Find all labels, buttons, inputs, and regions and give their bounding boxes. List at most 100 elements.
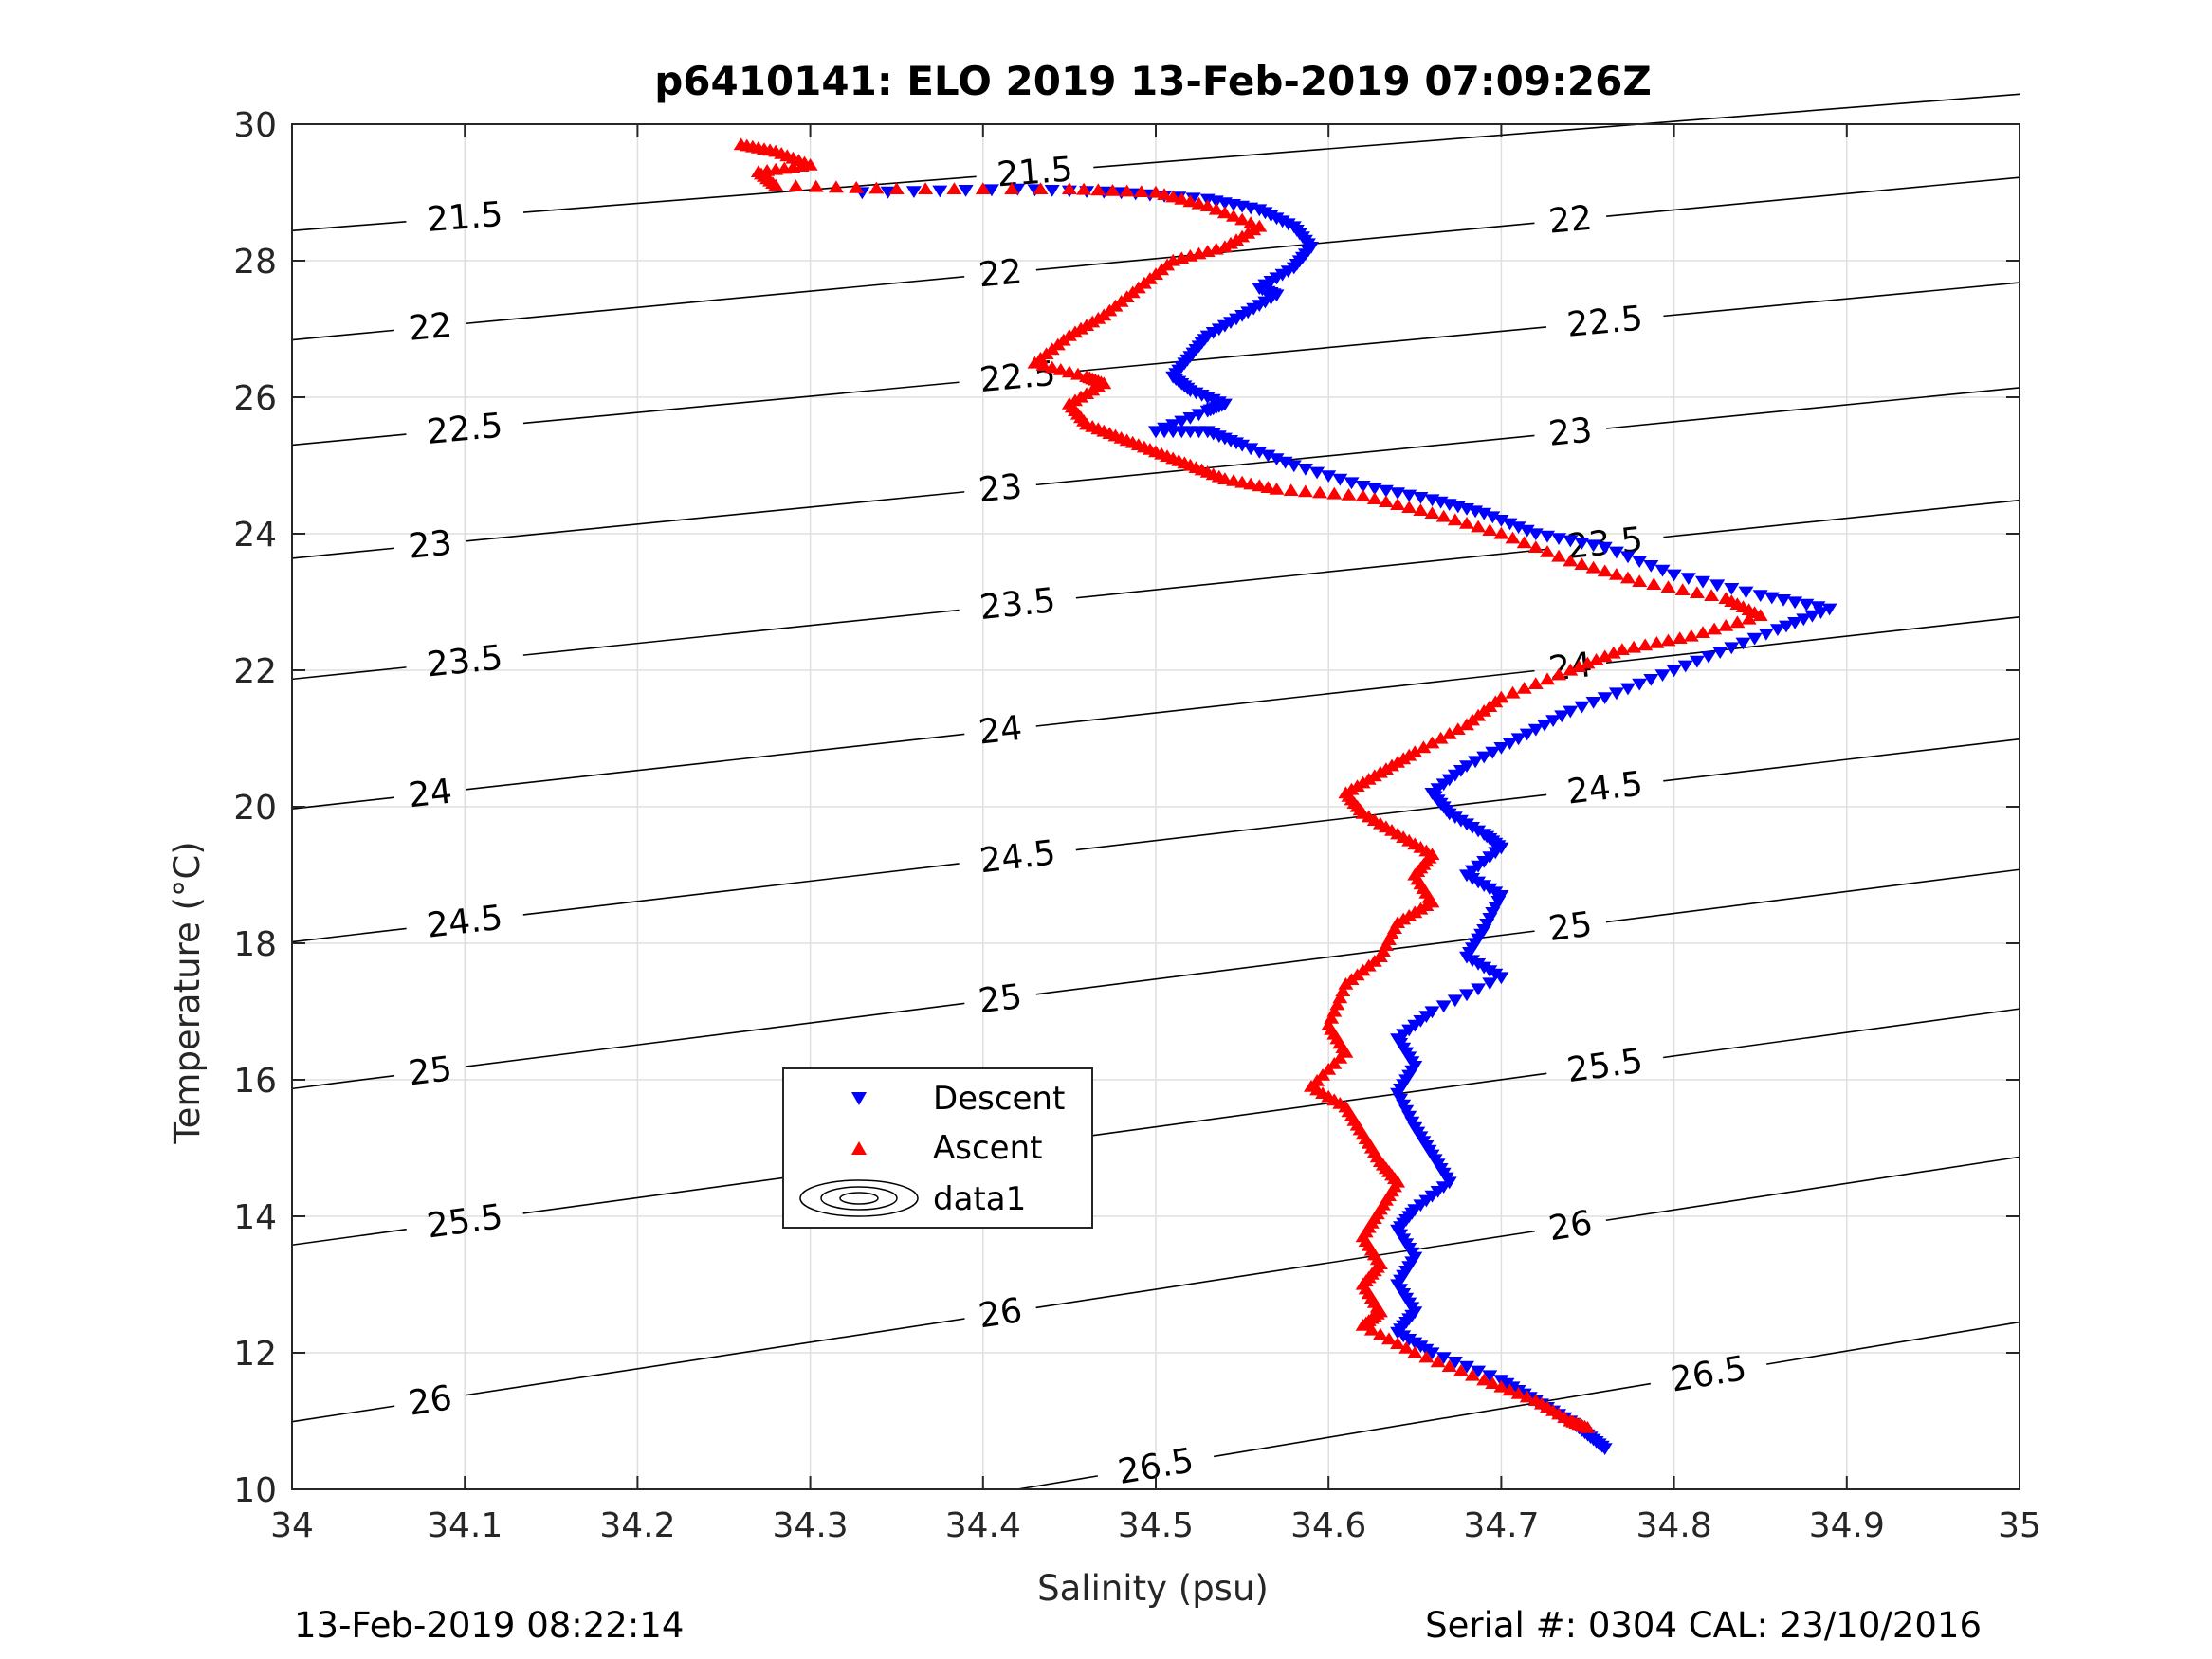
x-tick-label: 34.4 — [945, 1506, 1021, 1545]
point-descent — [1537, 720, 1552, 732]
point-ascent — [1004, 182, 1020, 194]
point-ascent — [1052, 363, 1069, 375]
point-ascent — [1165, 190, 1181, 203]
point-ascent — [1044, 360, 1060, 374]
contour-label: 23 — [1547, 411, 1595, 454]
point-ascent — [1312, 485, 1328, 499]
legend-contour-icon — [799, 1179, 919, 1217]
point-ascent — [1390, 498, 1406, 510]
chart-title: p6410141: ELO 2019 13-Feb-2019 07:09:26Z — [654, 58, 1652, 104]
point-descent — [1776, 594, 1791, 607]
contour-line-segment — [1663, 499, 2020, 538]
point-descent — [1252, 447, 1268, 459]
x-tick-label: 34.8 — [1636, 1506, 1712, 1545]
point-ascent — [1441, 727, 1457, 739]
point-descent — [1821, 603, 1837, 616]
y-tick-label: 28 — [233, 243, 277, 282]
point-ascent — [1551, 667, 1567, 681]
point-descent — [1344, 477, 1360, 490]
point-descent — [1234, 439, 1251, 452]
point-descent — [1724, 642, 1740, 655]
y-tick-label: 18 — [233, 925, 277, 964]
data-markers — [733, 137, 1837, 1455]
point-ascent — [1148, 185, 1163, 198]
point-ascent — [1372, 1327, 1388, 1340]
point-ascent — [1326, 486, 1343, 500]
x-axis-label: Salinity (psu) — [1037, 1568, 1269, 1609]
contour-line-segment — [1605, 1156, 2020, 1222]
contour-line-segment — [1092, 1072, 1547, 1137]
contour-line-segment — [1663, 1008, 2020, 1059]
point-ascent — [1741, 611, 1757, 625]
contour-line-segment — [1035, 222, 1535, 271]
point-ascent — [1407, 1345, 1423, 1358]
point-descent — [1597, 541, 1613, 555]
point-ascent — [1208, 242, 1224, 255]
point-descent — [1519, 524, 1535, 538]
contour-line-segment — [522, 609, 960, 656]
point-ascent — [849, 181, 865, 193]
point-descent — [1574, 538, 1590, 550]
point-ascent — [1243, 477, 1259, 490]
point-descent — [1502, 738, 1518, 750]
point-ascent — [1660, 580, 1676, 592]
point-descent — [1632, 678, 1648, 691]
point-descent — [1191, 409, 1207, 422]
point-ascent — [1070, 367, 1086, 380]
contour-label: 26 — [1546, 1204, 1595, 1249]
point-descent — [1764, 592, 1780, 605]
point-ascent — [1234, 475, 1251, 488]
point-descent — [1643, 674, 1659, 686]
point-descent — [1746, 632, 1763, 646]
point-descent — [1260, 449, 1276, 463]
point-descent — [1677, 660, 1693, 673]
point-ascent — [1505, 531, 1521, 544]
point-ascent — [1035, 358, 1051, 371]
point-descent — [1286, 460, 1302, 473]
point-ascent — [1516, 536, 1532, 549]
contour-line-segment — [291, 796, 395, 810]
point-ascent — [1718, 619, 1734, 631]
series-descent — [854, 183, 1837, 1455]
point-descent — [1709, 579, 1726, 592]
point-descent — [1738, 586, 1754, 599]
contour-line-segment — [466, 1318, 965, 1396]
contour-line-segment — [522, 175, 977, 213]
grid-lines — [291, 123, 2020, 1490]
contour-label: 25 — [407, 1049, 455, 1093]
point-ascent — [1390, 1337, 1406, 1349]
point-ascent — [1378, 495, 1394, 507]
point-descent — [1199, 405, 1216, 418]
point-descent — [1482, 1370, 1498, 1383]
point-descent — [1724, 583, 1740, 595]
contour-label: 23.5 — [425, 638, 504, 684]
point-descent — [958, 185, 974, 197]
point-ascent — [1729, 615, 1746, 629]
point-ascent — [1119, 184, 1135, 197]
point-ascent — [888, 182, 905, 194]
point-ascent — [1191, 196, 1207, 210]
footer-timestamp: 13-Feb-2019 08:22:14 — [294, 1605, 684, 1646]
contour-line-segment — [466, 1002, 965, 1067]
point-ascent — [975, 182, 991, 194]
point-ascent — [946, 182, 962, 194]
point-ascent — [1588, 653, 1604, 665]
contour-line-segment — [1075, 326, 1547, 373]
point-ascent — [1540, 545, 1555, 557]
contour-label: 26 — [406, 1378, 454, 1423]
point-ascent — [1252, 479, 1268, 492]
point-ascent — [1516, 682, 1532, 694]
contour-line-segment — [522, 863, 960, 916]
point-ascent — [1493, 1379, 1509, 1393]
point-ascent — [1424, 736, 1440, 749]
point-ascent — [1614, 643, 1630, 655]
point-descent — [1680, 573, 1696, 585]
point-ascent — [1493, 526, 1509, 539]
contour-line-segment — [291, 1074, 395, 1090]
legend-box — [782, 1067, 1093, 1229]
contour-label: 24 — [977, 709, 1024, 753]
contour-line-segment — [291, 927, 407, 943]
point-ascent — [768, 178, 784, 191]
point-descent — [1585, 539, 1601, 553]
